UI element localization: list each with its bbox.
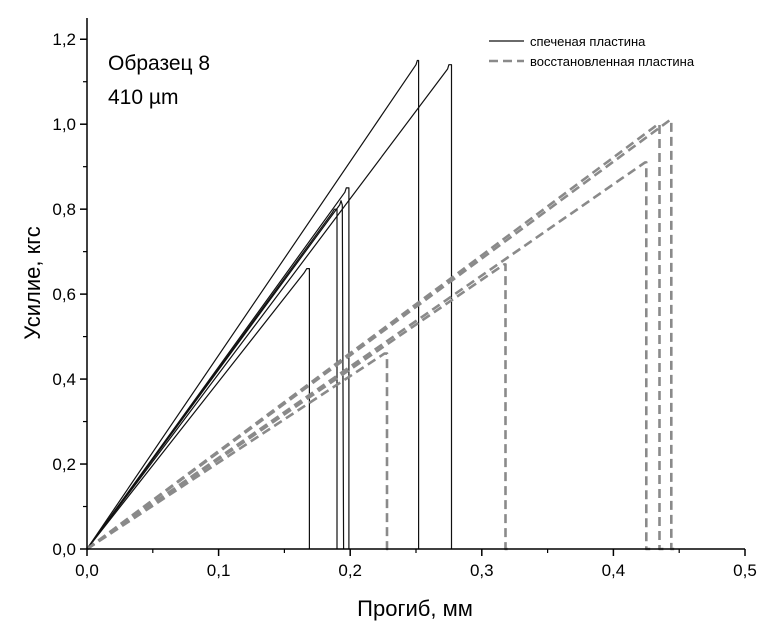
sample-thickness-label: 410 µm [108, 86, 178, 109]
y-tick-label: 1,2 [52, 30, 76, 49]
legend-label-restored: восстановленная пластина [530, 54, 695, 69]
y-tick-label: 0,6 [52, 285, 76, 304]
x-tick-label: 0,0 [75, 561, 99, 580]
legend-label-sintered: спеченая пластина [530, 34, 646, 49]
sintered-curve-1 [86, 268, 310, 550]
sintered-curve-4 [86, 187, 350, 550]
y-tick-label: 1,0 [52, 115, 76, 134]
axes-layer: 0,0 0,1 0,2 0,3 0,4 0,5 0,0 0,2 0,4 0,6 0,8 1,0 1,2 [52, 18, 757, 580]
sintered-curve-2 [86, 208, 338, 550]
y-tick-label: 0,4 [52, 370, 76, 389]
sintered-curve-6 [86, 64, 453, 550]
restored-curve-5 [86, 118, 677, 551]
x-axis-title: Прогиб, мм [357, 596, 473, 621]
x-tick-label: 0,3 [470, 561, 494, 580]
x-tick-label: 0,4 [602, 561, 626, 580]
sintered-curve-5 [86, 59, 420, 550]
curves-layer [86, 59, 677, 551]
y-axis-title: Усилие, кгс [20, 226, 45, 340]
sintered-curve-3 [86, 200, 345, 550]
restored-curve-1 [86, 352, 390, 551]
sample-name-label: Образец 8 [108, 52, 210, 75]
x-tick-label: 0,2 [338, 561, 362, 580]
y-tick-label: 0,8 [52, 200, 76, 219]
x-tick-label: 0,1 [207, 561, 231, 580]
x-tick-label: 0,5 [733, 561, 757, 580]
y-tick-label: 0,2 [52, 455, 76, 474]
legend: спеченая пластина восстановленная пласти… [489, 34, 695, 69]
y-tick-label: 0,0 [52, 540, 76, 559]
